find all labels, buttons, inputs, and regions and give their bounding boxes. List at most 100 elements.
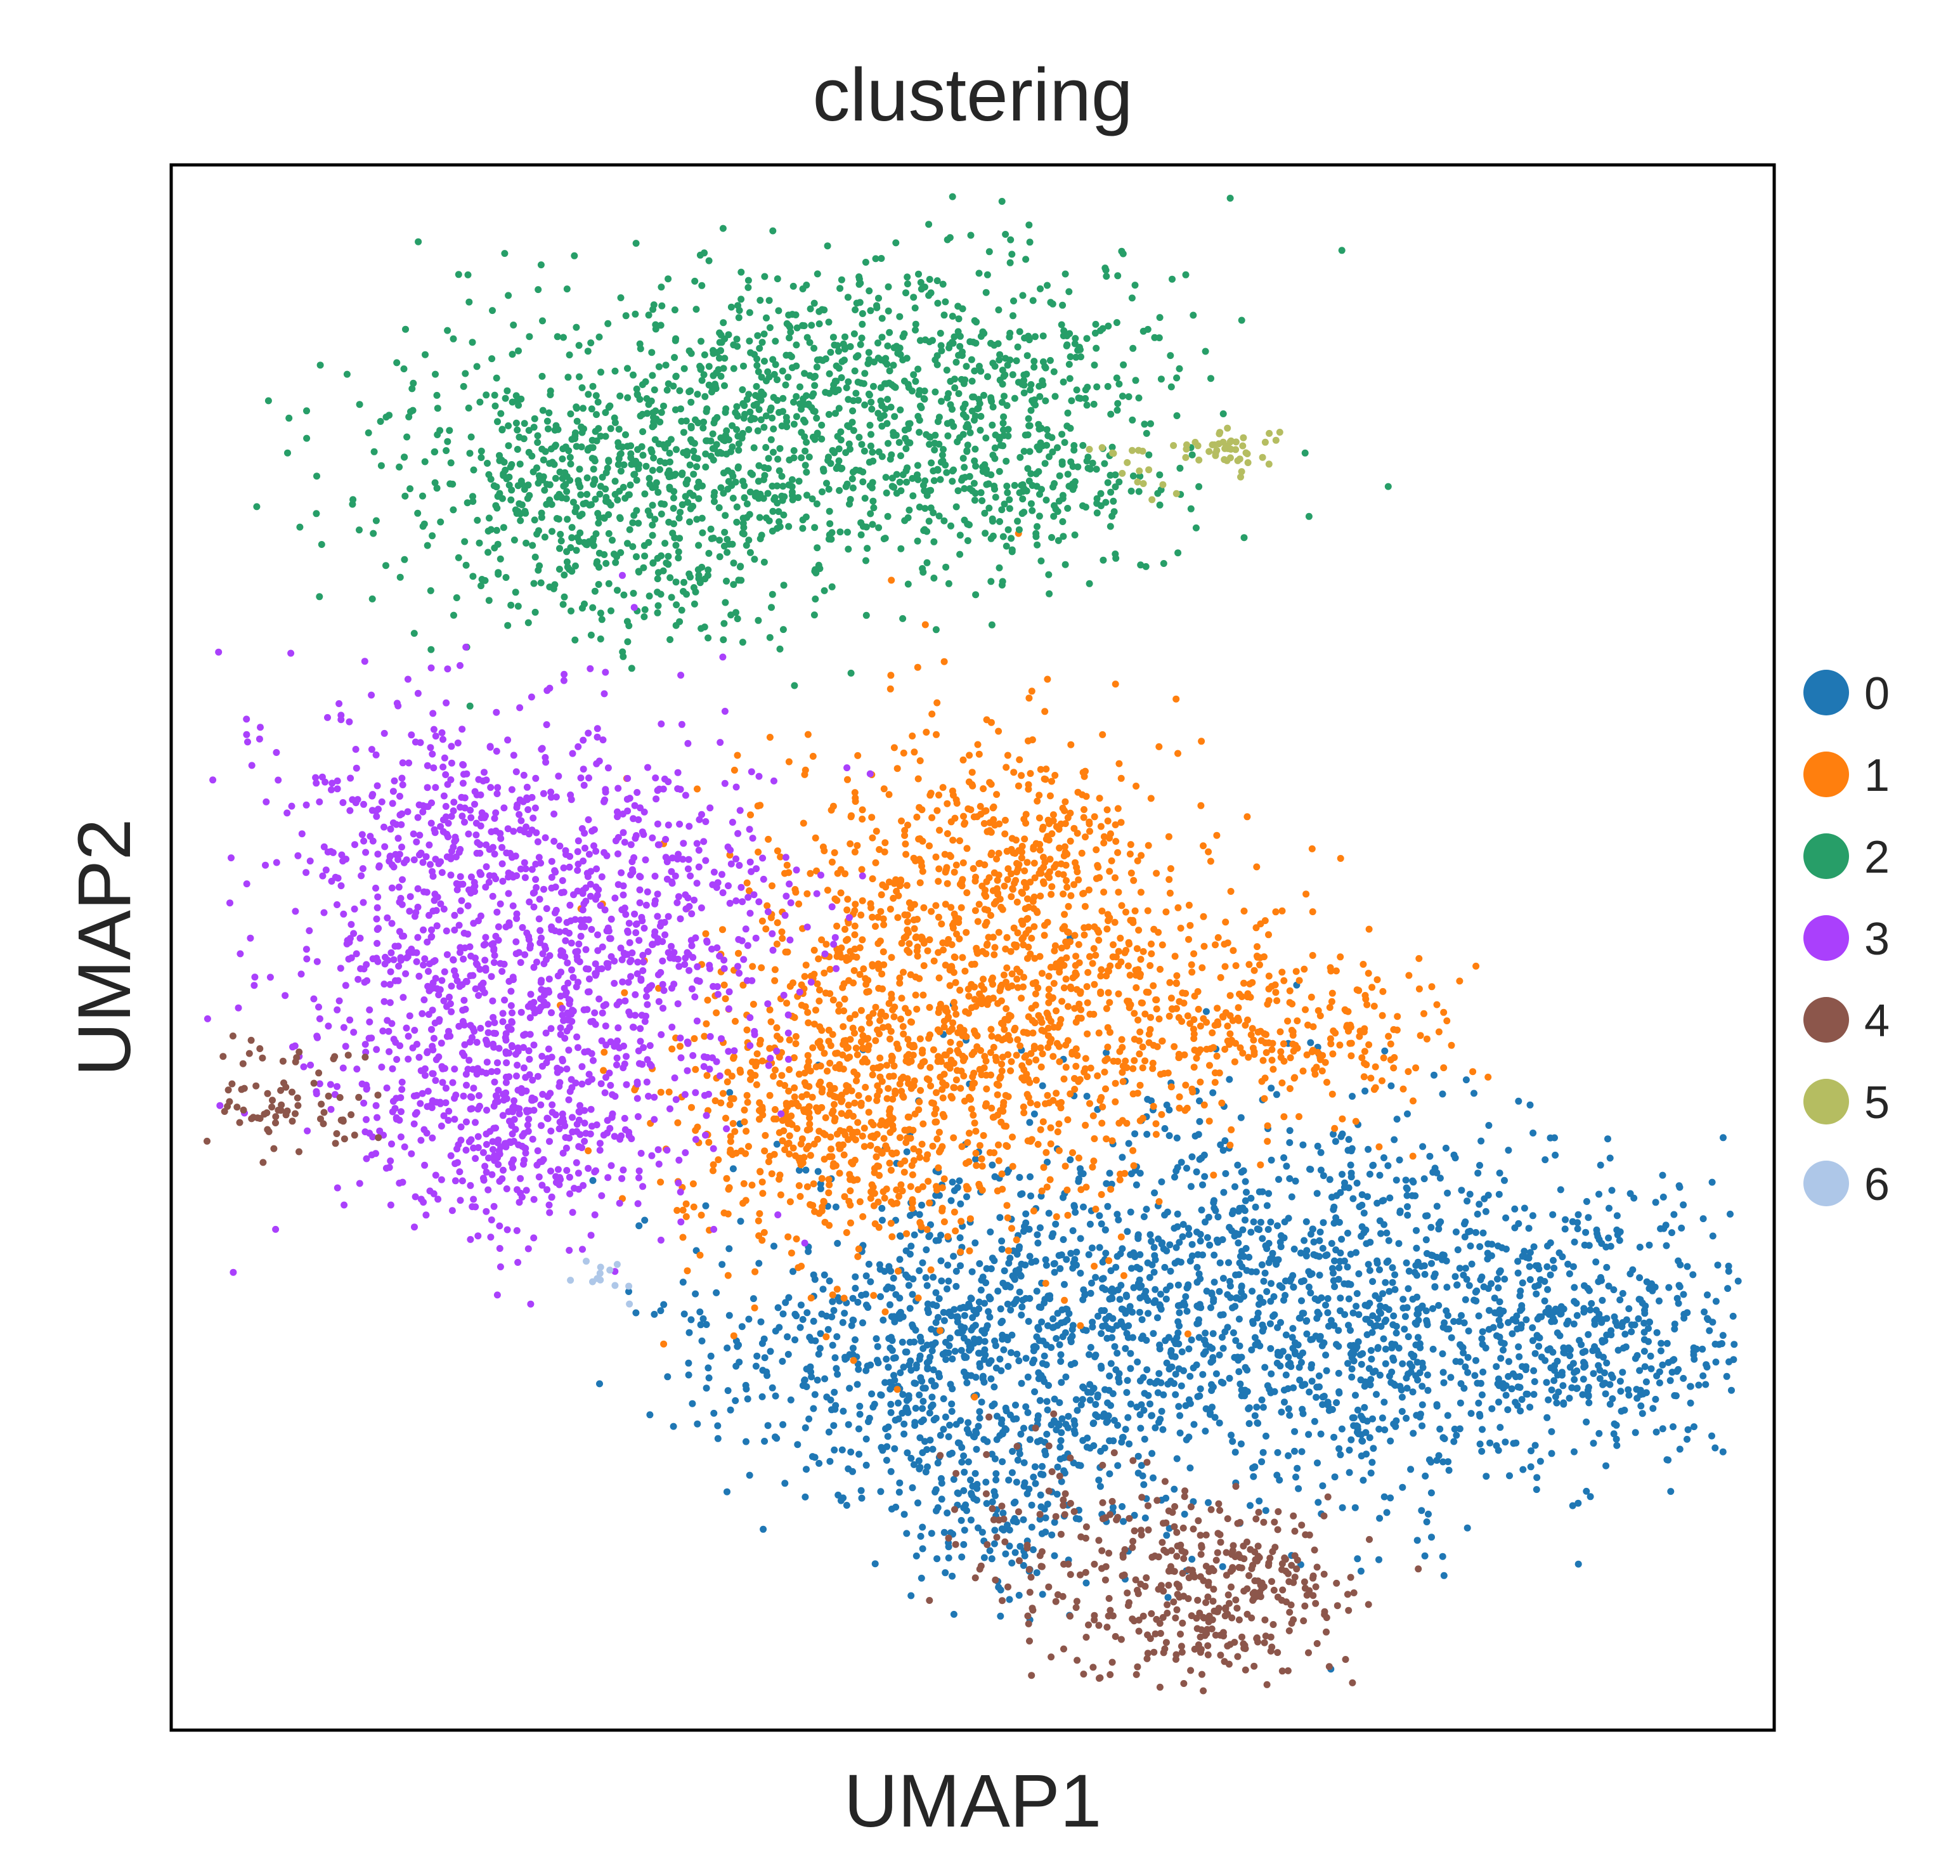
point-cluster-1 — [1001, 1123, 1008, 1130]
point-cluster-0 — [689, 1400, 696, 1407]
point-cluster-1 — [1018, 854, 1025, 862]
point-cluster-1 — [869, 1071, 876, 1079]
point-cluster-0 — [933, 1555, 941, 1563]
point-cluster-0 — [1163, 1359, 1171, 1367]
point-cluster-1 — [1232, 1039, 1239, 1047]
point-cluster-0 — [1190, 1421, 1198, 1428]
point-cluster-1 — [773, 1024, 781, 1031]
point-cluster-0 — [1453, 1281, 1461, 1289]
point-cluster-1 — [909, 733, 916, 739]
point-cluster-0 — [1299, 1141, 1307, 1149]
point-cluster-1 — [1012, 837, 1020, 844]
point-cluster-1 — [1380, 1054, 1387, 1062]
point-cluster-0 — [1587, 1306, 1594, 1313]
point-cluster-1 — [1047, 1124, 1055, 1131]
point-cluster-1 — [1127, 870, 1135, 877]
point-cluster-0 — [1016, 1288, 1023, 1296]
point-cluster-0 — [1395, 1240, 1403, 1247]
point-cluster-1 — [994, 1111, 1001, 1119]
point-cluster-1 — [836, 1095, 844, 1102]
point-cluster-0 — [1484, 1285, 1492, 1293]
point-cluster-0 — [1495, 1190, 1503, 1198]
point-cluster-1 — [1289, 1031, 1297, 1039]
point-cluster-1 — [1106, 868, 1113, 875]
point-cluster-1 — [1055, 1147, 1063, 1154]
point-cluster-0 — [1133, 1181, 1140, 1189]
point-cluster-0 — [1640, 1329, 1648, 1336]
point-cluster-0 — [1235, 1271, 1243, 1279]
point-cluster-0 — [1051, 1395, 1058, 1403]
point-cluster-0 — [999, 1428, 1006, 1436]
point-cluster-1 — [698, 1211, 705, 1219]
point-cluster-1 — [853, 953, 860, 961]
point-cluster-1 — [831, 1117, 838, 1124]
point-cluster-0 — [1063, 1256, 1070, 1263]
point-cluster-1 — [848, 812, 855, 819]
point-cluster-1 — [1365, 925, 1373, 933]
point-cluster-1 — [1104, 1024, 1112, 1031]
point-cluster-1 — [1038, 1187, 1046, 1195]
point-cluster-1 — [1276, 1028, 1284, 1036]
point-cluster-0 — [1433, 1253, 1441, 1261]
point-cluster-1 — [1048, 883, 1056, 890]
point-cluster-0 — [761, 1354, 769, 1362]
point-cluster-0 — [1184, 1225, 1192, 1232]
point-cluster-1 — [783, 1000, 791, 1007]
point-cluster-1 — [829, 1031, 836, 1038]
point-cluster-0 — [982, 1279, 990, 1287]
point-cluster-0 — [1209, 1330, 1217, 1338]
point-cluster-1 — [990, 1149, 998, 1157]
point-cluster-0 — [1264, 1226, 1272, 1233]
point-cluster-1 — [938, 920, 945, 928]
point-cluster-1 — [1272, 989, 1280, 996]
point-cluster-0 — [1619, 1345, 1627, 1352]
point-cluster-0 — [1180, 1299, 1188, 1306]
point-cluster-0 — [1242, 1245, 1250, 1252]
point-cluster-0 — [960, 1452, 968, 1460]
point-cluster-0 — [1176, 1239, 1183, 1246]
point-cluster-0 — [1585, 1399, 1593, 1407]
point-cluster-0 — [1536, 1334, 1543, 1341]
point-cluster-1 — [940, 658, 948, 665]
point-cluster-1 — [852, 1011, 859, 1019]
point-cluster-1 — [1240, 979, 1247, 987]
point-cluster-1 — [1091, 1135, 1098, 1142]
point-cluster-0 — [1386, 1287, 1393, 1295]
point-cluster-1 — [1112, 681, 1119, 688]
point-cluster-0 — [918, 1338, 925, 1345]
point-cluster-0 — [1349, 1414, 1356, 1421]
point-cluster-1 — [792, 889, 800, 896]
point-cluster-0 — [1543, 1414, 1551, 1421]
point-cluster-1 — [870, 1292, 878, 1300]
point-cluster-0 — [1719, 1332, 1727, 1339]
point-cluster-0 — [1129, 1334, 1136, 1341]
point-cluster-0 — [1280, 1234, 1288, 1242]
point-cluster-0 — [1024, 1409, 1032, 1416]
point-cluster-0 — [1043, 1398, 1051, 1405]
point-cluster-0 — [1369, 1312, 1377, 1320]
point-cluster-1 — [911, 748, 918, 756]
point-cluster-0 — [1287, 1363, 1295, 1371]
point-cluster-0 — [1201, 1173, 1209, 1180]
point-cluster-1 — [1138, 852, 1145, 859]
point-cluster-0 — [1068, 1332, 1076, 1340]
point-cluster-0 — [1704, 1316, 1712, 1324]
point-cluster-0 — [834, 1371, 841, 1378]
point-cluster-0 — [1188, 1153, 1196, 1161]
point-cluster-1 — [989, 994, 997, 1002]
point-cluster-0 — [1127, 1400, 1134, 1408]
point-cluster-1 — [1165, 876, 1173, 883]
point-cluster-0 — [1478, 1391, 1486, 1398]
point-cluster-1 — [937, 1073, 944, 1081]
point-cluster-1 — [995, 1141, 1002, 1149]
point-cluster-1 — [830, 1092, 838, 1100]
point-cluster-0 — [802, 1493, 809, 1501]
point-cluster-1 — [1117, 819, 1125, 826]
point-cluster-0 — [1148, 1450, 1156, 1457]
point-cluster-1 — [1098, 908, 1106, 915]
point-cluster-0 — [1582, 1228, 1590, 1236]
point-cluster-0 — [1004, 1282, 1011, 1289]
point-cluster-1 — [1205, 848, 1212, 856]
point-cluster-0 — [1502, 1391, 1510, 1399]
point-cluster-0 — [826, 1277, 833, 1285]
